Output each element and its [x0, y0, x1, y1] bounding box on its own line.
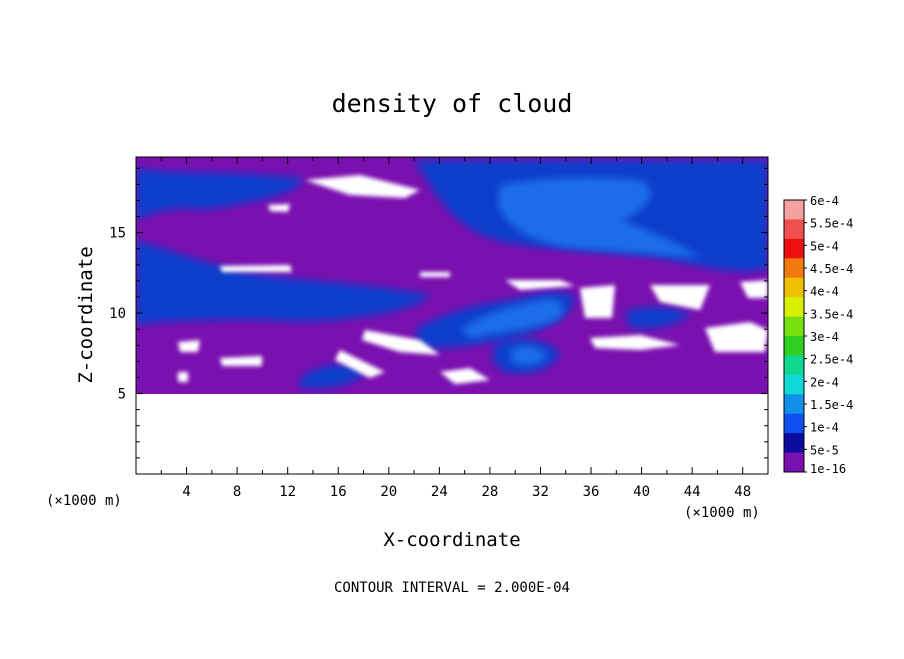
cloud-core-center: [460, 299, 564, 338]
colorbar-label: 1e-4: [810, 421, 839, 435]
colorbar-label: 1e-16: [810, 462, 846, 476]
z-axis-unit: (×1000 m): [46, 493, 122, 509]
y-axis-title: Z-coordinate: [75, 246, 97, 383]
colorbar-segment: [784, 394, 804, 415]
clear-patch-2: [268, 204, 290, 212]
colorbar-segment: [784, 374, 804, 395]
colorbar-label: 2.5e-4: [810, 353, 853, 367]
colorbar-segment: [784, 238, 804, 259]
cloud-core-lower-center: [510, 345, 548, 366]
colorbar-label: 2e-4: [810, 375, 839, 389]
plot-frame: [135, 156, 769, 475]
colorbar-segment: [784, 258, 804, 279]
x-axis-unit: (×1000 m): [684, 505, 760, 521]
x-axis-ticks: 4 8 12 16 20 24 28 32 36 40 44 48: [160, 157, 751, 500]
clear-patch-13: [220, 356, 262, 366]
cloud-band-upper-left: [136, 168, 302, 220]
colorbar-label: 5.5e-4: [810, 217, 853, 231]
cloud-bands-level-2: [460, 177, 700, 366]
clear-patch-1: [305, 175, 420, 198]
plot-area: [136, 157, 768, 474]
colorbar-segment: [784, 316, 804, 337]
x-tick-label: 20: [380, 484, 397, 500]
colorbar-label: 5e-4: [810, 239, 839, 253]
x-tick-label: 48: [734, 484, 751, 500]
clear-patch-8: [740, 280, 768, 298]
colorbar-segment: [784, 200, 804, 220]
clear-patch-10: [362, 330, 440, 355]
colorbar-segment: [784, 413, 804, 434]
colorbar-label: 1.5e-4: [810, 398, 853, 412]
contour-interval-note: CONTOUR INTERVAL = 2.000E-04: [334, 580, 570, 596]
y-tick-label: 10: [109, 306, 126, 322]
clear-patch-12: [705, 322, 768, 352]
colorbar-label: 4e-4: [810, 285, 839, 299]
colorbar: 6e-4 5.5e-4 5e-4 4.5e-4 4e-4 3.5e-4 3e-4 2.5e-4…: [783, 194, 853, 476]
y-tick-label: 15: [109, 226, 126, 242]
clear-patch-4: [420, 272, 450, 277]
colorbar-label: 3e-4: [810, 330, 839, 344]
colorbar-label: 5e-5: [810, 443, 839, 457]
colorbar-segment: [784, 433, 804, 454]
x-tick-label: 32: [532, 484, 549, 500]
clear-patch-5: [505, 280, 575, 290]
cloud-blob-lower-left: [300, 364, 365, 389]
clear-patch-6: [580, 285, 615, 318]
x-tick-label: 24: [431, 484, 448, 500]
colorbar-segment: [784, 219, 804, 240]
clear-patch-11: [590, 335, 680, 350]
clear-patch-7: [650, 285, 710, 310]
y-axis-ticks: 5 10 15: [109, 167, 768, 459]
colorbar-label: 4.5e-4: [810, 262, 853, 276]
clear-patch-16: [178, 372, 188, 382]
clear-patch-15: [440, 368, 490, 384]
colorbar-label: 6e-4: [810, 194, 839, 208]
colorbar-segment: [784, 297, 804, 318]
clear-patch-9: [178, 340, 200, 352]
cloud-free-lower-region: [136, 394, 768, 474]
x-axis-title: X-coordinate: [383, 529, 520, 551]
x-tick-label: 36: [583, 484, 600, 500]
colorbar-segment: [784, 452, 804, 473]
clear-patch-14: [335, 350, 385, 378]
x-tick-label: 8: [233, 484, 241, 500]
chart-title: density of cloud: [332, 89, 573, 118]
x-tick-label: 40: [633, 484, 650, 500]
clear-patch-3: [220, 265, 292, 272]
colorbar-segment: [784, 277, 804, 298]
x-tick-label: 12: [279, 484, 296, 500]
colorbar-label: 3.5e-4: [810, 307, 853, 321]
colorbar-segment: [784, 355, 804, 376]
cloud-band-mid-left: [136, 240, 430, 325]
x-tick-label: 44: [684, 484, 701, 500]
cloud-core-upper-right: [498, 177, 700, 258]
colorbar-segment: [784, 336, 804, 356]
x-tick-label: 28: [481, 484, 498, 500]
x-tick-label: 4: [182, 484, 190, 500]
cloud-band-right: [625, 306, 690, 329]
y-tick-label: 5: [118, 387, 126, 403]
x-tick-label: 16: [330, 484, 347, 500]
cloud-free-patches: [178, 175, 768, 384]
